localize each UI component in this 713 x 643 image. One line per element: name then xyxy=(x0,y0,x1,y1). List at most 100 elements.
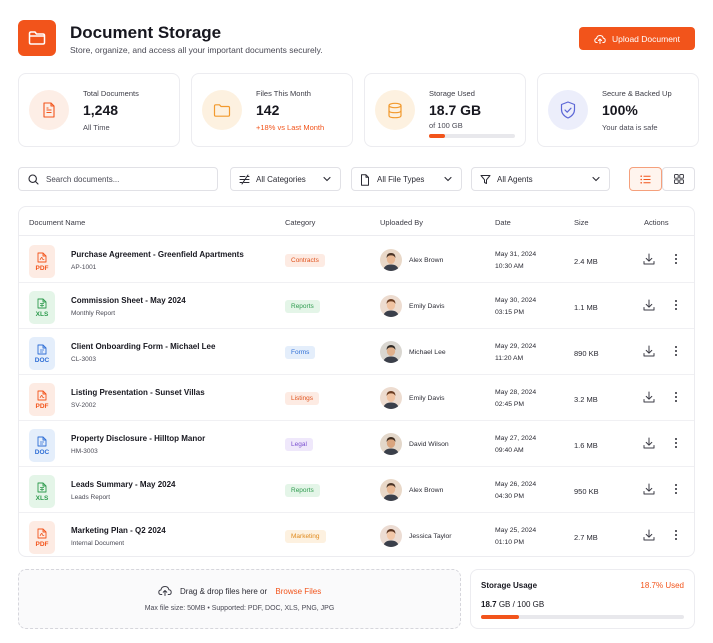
stat-sub: Your data is safe xyxy=(602,123,658,132)
upload-document-button[interactable]: Upload Document xyxy=(579,27,695,50)
category-badge: Reports xyxy=(285,300,320,313)
stat-card-secure: Secure & Backed Up 100% Your data is saf… xyxy=(537,73,699,147)
stat-label: Total Documents xyxy=(83,89,139,98)
storage-usage-fill xyxy=(481,615,519,619)
search-box xyxy=(18,167,218,191)
category-badge: Reports xyxy=(285,484,320,497)
document-name[interactable]: Leads Summary - May 2024 xyxy=(71,480,176,489)
uploader-name: David Wilson xyxy=(409,441,449,448)
stat-value: 1,248 xyxy=(83,102,119,118)
category-badge: Legal xyxy=(285,438,313,451)
table-row[interactable]: DOC Client Onboarding Form - Michael Lee C… xyxy=(19,329,694,375)
table-row[interactable]: PDF Listing Presentation - Sunset Villas S… xyxy=(19,375,694,421)
table-row[interactable]: DOC Property Disclosure - Hilltop Manor HM… xyxy=(19,421,694,467)
doc-file-icon xyxy=(37,436,47,446)
uploader-name: Jessica Taylor xyxy=(409,533,452,540)
more-options-icon[interactable] xyxy=(674,253,678,265)
stat-label: Storage Used xyxy=(429,89,475,98)
search-input[interactable] xyxy=(46,173,211,186)
download-icon[interactable] xyxy=(643,345,655,357)
document-name[interactable]: Purchase Agreement - Greenfield Apartmen… xyxy=(71,250,244,259)
browse-files-link[interactable]: Browse Files xyxy=(275,587,322,596)
column-header-date[interactable]: Date xyxy=(495,218,511,227)
file-type-dropdown-value: All File Types xyxy=(377,175,425,184)
storage-used-amount: 18.7 xyxy=(481,600,497,609)
file-dropzone[interactable]: Drag & drop files here or Browse Files M… xyxy=(18,569,461,629)
storage-usage-bar xyxy=(481,615,684,619)
folder-logo-icon xyxy=(18,20,56,56)
file-type-label: DOC xyxy=(34,448,50,456)
document-subtitle: Internal Document xyxy=(71,540,125,547)
download-icon[interactable] xyxy=(643,253,655,265)
document-icon xyxy=(29,90,69,130)
more-options-icon[interactable] xyxy=(674,437,678,449)
table-row[interactable]: XLS Commission Sheet - May 2024 Monthly Re… xyxy=(19,283,694,329)
table-row[interactable]: PDF Purchase Agreement - Greenfield Apart… xyxy=(19,237,694,283)
document-subtitle: Monthly Report xyxy=(71,310,116,317)
upload-time: 03:15 PM xyxy=(495,309,525,316)
page-title: Document Storage xyxy=(70,23,222,42)
uploader-name: Alex Brown xyxy=(409,487,444,494)
agent-dropdown[interactable]: All Agents xyxy=(471,167,610,191)
storage-usage-title: Storage Usage xyxy=(481,581,538,590)
download-icon[interactable] xyxy=(643,483,655,495)
uploader-name: Michael Lee xyxy=(409,349,446,356)
download-icon[interactable] xyxy=(643,299,655,311)
stat-card-files-this-month: Files This Month 142 +18% vs Last Month xyxy=(191,73,353,147)
column-header-name[interactable]: Document Name xyxy=(29,218,86,227)
file-type-dropdown[interactable]: All File Types xyxy=(351,167,462,191)
more-options-icon[interactable] xyxy=(674,345,678,357)
download-icon[interactable] xyxy=(643,529,655,541)
upload-date: May 31, 2024 xyxy=(495,251,537,258)
file-size: 2.4 MB xyxy=(574,257,598,266)
file-type-label: PDF xyxy=(35,264,49,272)
upload-date: May 28, 2024 xyxy=(495,389,537,396)
chevron-down-icon xyxy=(444,176,452,182)
column-header-size[interactable]: Size xyxy=(574,218,589,227)
spreadsheet-file-icon xyxy=(37,298,47,308)
list-icon xyxy=(640,174,651,184)
file-size: 1.1 MB xyxy=(574,303,598,312)
file-type-label: PDF xyxy=(35,540,49,548)
document-subtitle: Leads Report xyxy=(71,494,111,501)
column-header-uploaded-by[interactable]: Uploaded By xyxy=(380,218,423,227)
download-icon[interactable] xyxy=(643,391,655,403)
category-dropdown[interactable]: All Categories xyxy=(230,167,341,191)
chevron-down-icon xyxy=(592,176,600,182)
document-name[interactable]: Property Disclosure - Hilltop Manor xyxy=(71,434,206,443)
column-header-category[interactable]: Category xyxy=(285,218,316,227)
file-type-badge: PDF xyxy=(29,383,55,416)
document-name[interactable]: Commission Sheet - May 2024 xyxy=(71,296,186,305)
category-dropdown-value: All Categories xyxy=(256,175,306,184)
list-view-button[interactable] xyxy=(629,167,662,191)
more-options-icon[interactable] xyxy=(674,529,678,541)
download-icon[interactable] xyxy=(643,437,655,449)
folder-icon xyxy=(202,90,242,130)
more-options-icon[interactable] xyxy=(674,299,678,311)
file-size: 950 KB xyxy=(574,487,599,496)
document-name[interactable]: Client Onboarding Form - Michael Lee xyxy=(71,342,216,351)
uploader-name: Emily Davis xyxy=(409,303,445,310)
file-type-label: XLS xyxy=(35,494,49,502)
more-options-icon[interactable] xyxy=(674,483,678,495)
upload-time: 11:20 AM xyxy=(495,355,524,362)
table-row[interactable]: XLS Leads Summary - May 2024 Leads Report R… xyxy=(19,467,694,513)
file-type-badge: XLS xyxy=(29,475,55,508)
document-name[interactable]: Marketing Plan - Q2 2024 xyxy=(71,526,166,535)
uploader-name: Emily Davis xyxy=(409,395,445,402)
chevron-down-icon xyxy=(323,176,331,182)
document-name[interactable]: Listing Presentation - Sunset Villas xyxy=(71,388,205,397)
cloud-upload-icon xyxy=(158,586,172,596)
grid-view-button[interactable] xyxy=(662,167,695,191)
avatar xyxy=(380,295,402,317)
upload-date: May 29, 2024 xyxy=(495,343,537,350)
category-badge: Listings xyxy=(285,392,320,405)
table-row[interactable]: PDF Marketing Plan - Q2 2024 Internal Docu… xyxy=(19,513,694,556)
stat-value: 18.7 GB xyxy=(429,102,482,118)
upload-time: 02:45 PM xyxy=(495,401,525,408)
more-options-icon[interactable] xyxy=(674,391,678,403)
upload-document-label: Upload Document xyxy=(611,33,681,44)
pdf-file-icon xyxy=(37,390,47,400)
stat-label: Files This Month xyxy=(256,89,311,98)
storage-progress-fill xyxy=(429,134,446,138)
